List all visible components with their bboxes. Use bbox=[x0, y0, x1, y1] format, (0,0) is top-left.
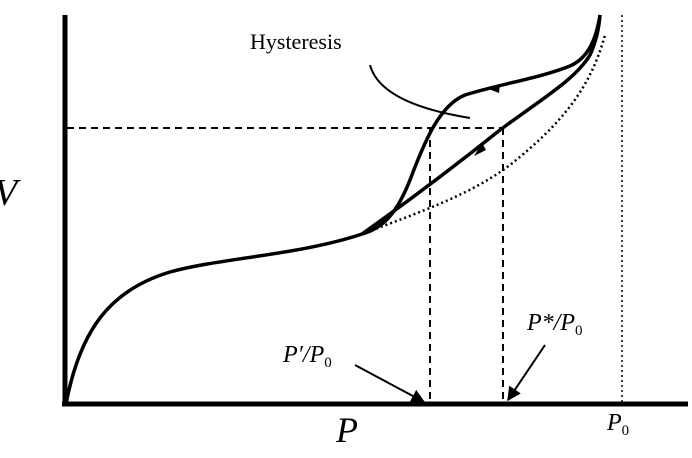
p-prime-main: P′/P bbox=[282, 342, 325, 368]
adsorption-branch bbox=[360, 14, 602, 236]
p0-label: P0 bbox=[606, 410, 629, 439]
p0-main: P bbox=[606, 410, 622, 436]
p-prime-arrow bbox=[354, 364, 426, 403]
p-star-main: P*/P bbox=[526, 310, 575, 336]
adsorption-arrow bbox=[474, 143, 486, 156]
hysteresis-pointer bbox=[369, 64, 471, 119]
p-prime-sub: 0 bbox=[324, 355, 332, 371]
p-star-arrow bbox=[507, 344, 546, 402]
monolayer-curve bbox=[64, 232, 363, 405]
hysteresis-label: Hysteresis bbox=[250, 29, 342, 54]
p-star-label: P*/P0 bbox=[526, 310, 583, 339]
desorption-branch bbox=[361, 14, 602, 236]
p0-sub: 0 bbox=[622, 423, 630, 439]
p-prime-label: P′/P0 bbox=[282, 342, 332, 371]
y-axis-label: V bbox=[0, 172, 21, 214]
desorption-arrow bbox=[486, 84, 500, 93]
x-axis-label: P bbox=[335, 410, 358, 450]
p-star-sub: 0 bbox=[575, 323, 583, 339]
